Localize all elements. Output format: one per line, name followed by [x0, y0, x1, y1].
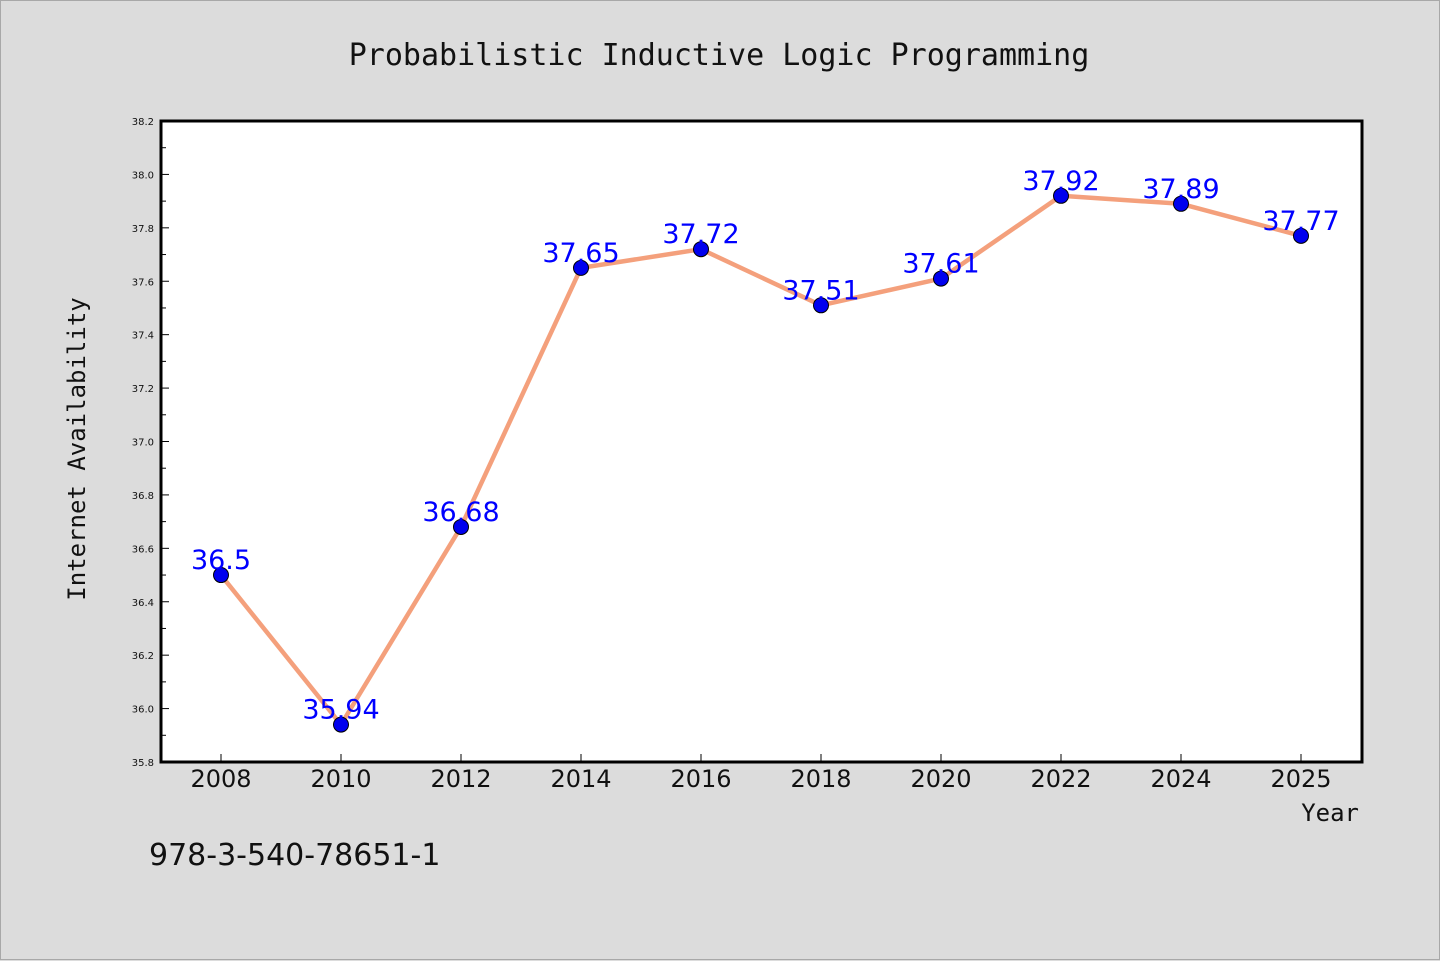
y-tick-label: 36.4 [132, 598, 154, 609]
data-point [1293, 227, 1309, 244]
y-tick-label: 36.0 [132, 705, 154, 716]
x-tick-label: 2016 [670, 765, 731, 793]
data-labels-group: 36.5 35.94 36.68 37.65 37.72 37.51 37.61 37.92 3… [191, 166, 1340, 726]
data-label: 37.65 [542, 238, 619, 269]
y-tick-label: 38.2 [132, 117, 154, 128]
data-label: 37.89 [1142, 174, 1219, 205]
y-axis: 35.8 36.0 36.2 36.4 36.6 36.8 37.0 37.2 37.4 37.6… [132, 117, 169, 769]
y-tick-label: 38.0 [132, 170, 154, 181]
data-point [813, 297, 829, 314]
data-point [333, 716, 349, 733]
data-label: 36.68 [422, 497, 499, 528]
data-point [453, 518, 469, 535]
series-line [219, 193, 1302, 727]
x-axis-label: Year [1301, 799, 1359, 827]
series-line-group [219, 193, 1302, 727]
x-tick-label: 2012 [430, 765, 491, 793]
footer-text: 978-3-540-78651-1 [149, 838, 440, 873]
y-axis-label: Internet Availability [63, 297, 91, 600]
y-tick-label: 35.8 [132, 758, 154, 769]
data-label: 37.51 [782, 275, 859, 306]
x-tick-label: 2020 [910, 765, 971, 793]
y-tick-label: 36.6 [132, 544, 154, 555]
data-label: 36.5 [191, 545, 251, 576]
x-tick-label: 2024 [1150, 765, 1211, 793]
y-tick-label: 37.0 [132, 438, 154, 449]
data-label: 37.77 [1262, 206, 1339, 237]
data-label: 37.61 [902, 249, 979, 280]
x-axis: 2008 2010 2012 2014 2016 2018 2020 2022 2024 2025 [190, 754, 1332, 793]
data-label: 35.94 [302, 695, 379, 726]
x-tick-label: 2010 [310, 765, 371, 793]
data-point [933, 270, 949, 287]
x-tick-label: 2022 [1030, 765, 1091, 793]
data-label: 37.92 [1022, 166, 1099, 197]
data-point [213, 567, 229, 584]
data-point [1173, 195, 1189, 212]
y-tick-label: 37.4 [132, 331, 154, 342]
markers-group [213, 187, 1309, 733]
x-tick-label: 2008 [190, 765, 251, 793]
data-label: 37.72 [662, 219, 739, 250]
y-tick-label: 37.2 [132, 384, 154, 395]
chart-title: Probabilistic Inductive Logic Programmin… [349, 38, 1090, 73]
y-tick-label: 36.2 [132, 651, 154, 662]
plot-area [159, 119, 1364, 764]
data-point [573, 259, 589, 276]
data-point [1053, 187, 1069, 204]
x-tick-label: 2018 [790, 765, 851, 793]
y-tick-label: 36.8 [132, 491, 154, 502]
y-tick-label: 37.8 [132, 224, 154, 235]
x-tick-label: 2025 [1270, 765, 1331, 793]
data-point [693, 241, 709, 258]
x-tick-label: 2014 [550, 765, 611, 793]
y-tick-label: 37.6 [132, 277, 154, 288]
